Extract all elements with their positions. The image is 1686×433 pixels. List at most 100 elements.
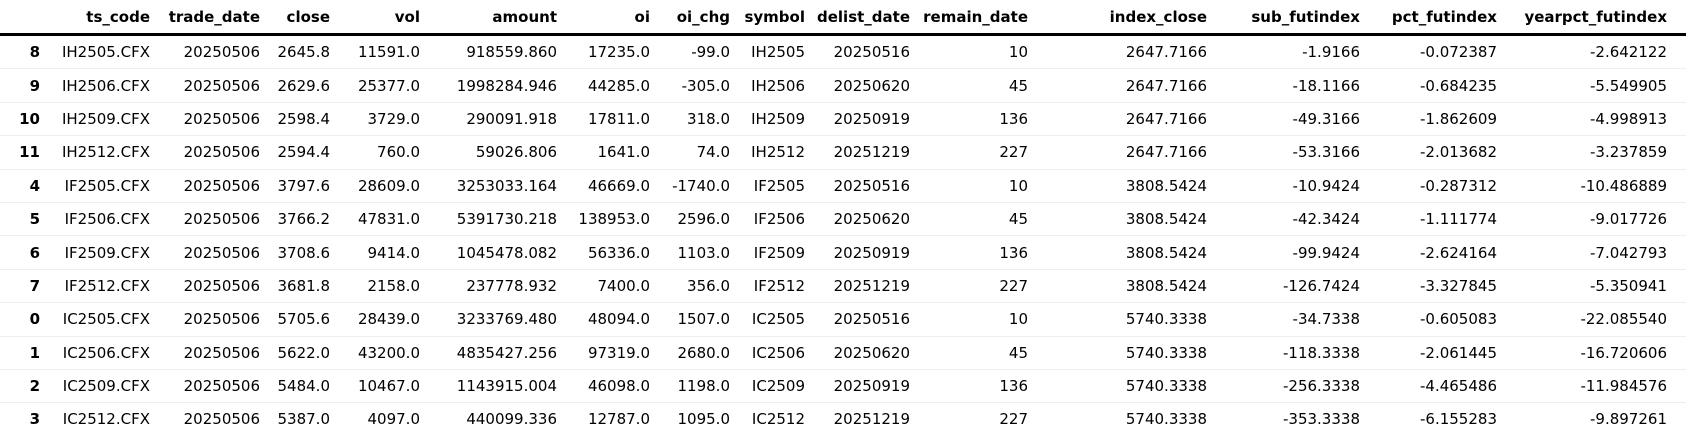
cell-close: 5622.0: [260, 335, 330, 370]
column-header-symbol: symbol: [730, 0, 805, 36]
cell-oi: 44285.0: [557, 68, 650, 103]
cell-delist_date: 20251219: [805, 402, 910, 433]
cell-trade_date: 20250506: [150, 68, 260, 103]
table-row: 8 IH2505.CFX 20250506 2645.8 11591.0 918559.8…: [0, 35, 1686, 69]
cell-amount: 290091.918: [420, 101, 557, 136]
cell-remain_date: 45: [910, 335, 1028, 370]
cell-remain_date: 136: [910, 235, 1028, 270]
cell-sub_futindex: -53.3166: [1207, 135, 1360, 170]
cell-close: 2594.4: [260, 135, 330, 170]
cell-amount: 1045478.082: [420, 235, 557, 270]
cell-pct_futindex: -0.072387: [1420, 43, 1497, 62]
table-row: 3 IC2512.CFX 20250506 5387.0 4097.0 440099.33…: [0, 402, 1686, 433]
cell-symbol: IH2505: [751, 43, 805, 62]
cell-oi: 97319.0: [557, 335, 650, 370]
cell-remain_date: 10: [1008, 43, 1028, 62]
cell-trade_date: 20250506: [150, 235, 260, 270]
cell-close: 5484.0: [260, 368, 330, 403]
cell-amount: 3253033.164: [420, 168, 557, 203]
cell-vol: 28609.0: [330, 168, 420, 203]
cell-amount: 918559.860: [466, 43, 557, 62]
cell-symbol: IC2509: [730, 368, 805, 403]
cell-ts_code: IC2506.CFX: [40, 335, 150, 370]
cell-pct_futindex: -2.624164: [1360, 235, 1497, 270]
cell-ts_code: IF2512.CFX: [40, 268, 150, 303]
cell-ts_code: IC2512.CFX: [40, 402, 150, 433]
cell-oi_chg: -99.0: [691, 43, 730, 62]
row-index: 8: [29, 43, 40, 62]
cell-oi: 46669.0: [557, 168, 650, 203]
cell-amount: 4835427.256: [420, 335, 557, 370]
table-row: 4 IF2505.CFX 20250506 3797.6 28609.0 3253033.…: [0, 168, 1686, 203]
cell-pct_futindex: -2.061445: [1360, 335, 1497, 370]
cell-delist_date: 20250516: [833, 43, 910, 62]
cell-oi_chg: 74.0: [650, 135, 730, 170]
cell-index_close: 3808.5424: [1028, 268, 1207, 303]
cell-yearpct_futindex: -9.017726: [1497, 201, 1686, 236]
cell-index_close: 3808.5424: [1028, 235, 1207, 270]
cell-yearpct_futindex: -5.350941: [1497, 268, 1686, 303]
cell-pct_futindex: -6.155283: [1360, 402, 1497, 433]
cell-symbol: IC2512: [730, 402, 805, 433]
row-index: 3: [0, 402, 40, 433]
cell-oi: 46098.0: [557, 368, 650, 403]
cell-sub_futindex: -126.7424: [1207, 268, 1360, 303]
cell-amount: 3233769.480: [420, 302, 557, 337]
cell-symbol: IH2506: [730, 68, 805, 103]
cell-delist_date: 20250919: [805, 368, 910, 403]
column-header-amount: amount: [420, 0, 557, 36]
cell-index_close: 2647.7166: [1028, 101, 1207, 136]
cell-trade_date: 20250506: [183, 43, 260, 62]
cell-index_close: 3808.5424: [1028, 201, 1207, 236]
table-body: 8 IH2505.CFX 20250506 2645.8 11591.0 918559.8…: [0, 35, 1686, 433]
table-header-row: ts_code trade_date close vol amount oi oi_chg s…: [0, 0, 1686, 36]
cell-symbol: IF2505: [730, 168, 805, 203]
row-index: 6: [0, 235, 40, 270]
row-index: 5: [0, 201, 40, 236]
column-header-close: close: [260, 0, 330, 36]
cell-sub_futindex: -42.3424: [1207, 201, 1360, 236]
index-column-header: [0, 0, 40, 36]
table-row: 11 IH2512.CFX 20250506 2594.4 760.0 59026.806…: [0, 135, 1686, 170]
column-header-oi_chg: oi_chg: [650, 0, 730, 36]
cell-oi_chg: 1103.0: [650, 235, 730, 270]
cell-trade_date: 20250506: [150, 135, 260, 170]
cell-yearpct_futindex: -2.642122: [1590, 43, 1667, 62]
cell-close: 2629.6: [260, 68, 330, 103]
cell-symbol: IH2509: [730, 101, 805, 136]
cell-oi: 56336.0: [557, 235, 650, 270]
cell-pct_futindex: -0.684235: [1360, 68, 1497, 103]
cell-sub_futindex: -353.3338: [1207, 402, 1360, 433]
table-row: 1 IC2506.CFX 20250506 5622.0 43200.0 4835427.…: [0, 335, 1686, 370]
cell-close: 5705.6: [260, 302, 330, 337]
cell-trade_date: 20250506: [150, 201, 260, 236]
cell-amount: 1998284.946: [420, 68, 557, 103]
cell-oi: 138953.0: [557, 201, 650, 236]
cell-vol: 2158.0: [330, 268, 420, 303]
cell-ts_code: IF2509.CFX: [40, 235, 150, 270]
cell-trade_date: 20250506: [150, 101, 260, 136]
table-row: 6 IF2509.CFX 20250506 3708.6 9414.0 1045478.0…: [0, 235, 1686, 270]
row-index: 9: [0, 68, 40, 103]
cell-oi: 48094.0: [557, 302, 650, 337]
cell-delist_date: 20250516: [805, 302, 910, 337]
cell-vol: 10467.0: [330, 368, 420, 403]
cell-pct_futindex: -1.111774: [1360, 201, 1497, 236]
column-header-delist_date: delist_date: [805, 0, 910, 36]
row-index: 1: [0, 335, 40, 370]
cell-delist_date: 20250919: [805, 235, 910, 270]
cell-ts_code: IF2505.CFX: [40, 168, 150, 203]
cell-oi: 7400.0: [557, 268, 650, 303]
row-index: 0: [0, 302, 40, 337]
cell-oi_chg: 1095.0: [650, 402, 730, 433]
cell-trade_date: 20250506: [150, 402, 260, 433]
cell-vol: 11591.0: [357, 43, 420, 62]
cell-vol: 25377.0: [330, 68, 420, 103]
cell-yearpct_futindex: -7.042793: [1497, 235, 1686, 270]
cell-trade_date: 20250506: [150, 268, 260, 303]
cell-index_close: 5740.3338: [1028, 302, 1207, 337]
cell-remain_date: 227: [910, 402, 1028, 433]
cell-sub_futindex: -34.7338: [1207, 302, 1360, 337]
cell-close: 3797.6: [260, 168, 330, 203]
